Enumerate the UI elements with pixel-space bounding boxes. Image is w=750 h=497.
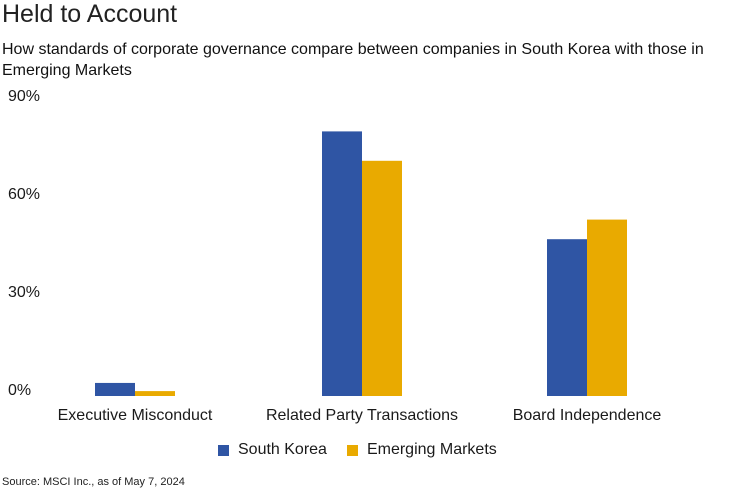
source-note: Source: MSCI Inc., as of May 7, 2024 — [2, 476, 185, 488]
legend-swatch-emerging-markets — [346, 444, 358, 456]
bar-emerging-markets — [587, 219, 627, 396]
bar-south-korea — [322, 131, 362, 396]
bar-emerging-markets — [135, 391, 175, 396]
chart-legend: South Korea Emerging Markets — [218, 441, 517, 459]
legend-item-emerging-markets: Emerging Markets — [346, 441, 497, 459]
y-tick-label: 90% — [8, 88, 40, 105]
bar-south-korea — [95, 382, 135, 396]
y-tick-label: 30% — [8, 284, 40, 301]
y-tick-label: 60% — [8, 186, 40, 203]
x-category-label: Board Independence — [513, 407, 662, 424]
x-category-label: Executive Misconduct — [58, 407, 213, 424]
chart-subtitle: How standards of corporate governance co… — [2, 41, 704, 79]
x-category-label: Related Party Transactions — [266, 407, 458, 424]
chart-title: Held to Account — [2, 0, 178, 28]
bar-emerging-markets — [362, 160, 402, 396]
bar-south-korea — [547, 239, 587, 396]
legend-label-south-korea: South Korea — [238, 441, 327, 458]
legend-swatch-south-korea — [218, 444, 229, 456]
legend-item-south-korea: South Korea — [218, 441, 327, 459]
y-tick-label: 0% — [8, 382, 31, 399]
legend-label-emerging-markets: Emerging Markets — [366, 441, 497, 458]
